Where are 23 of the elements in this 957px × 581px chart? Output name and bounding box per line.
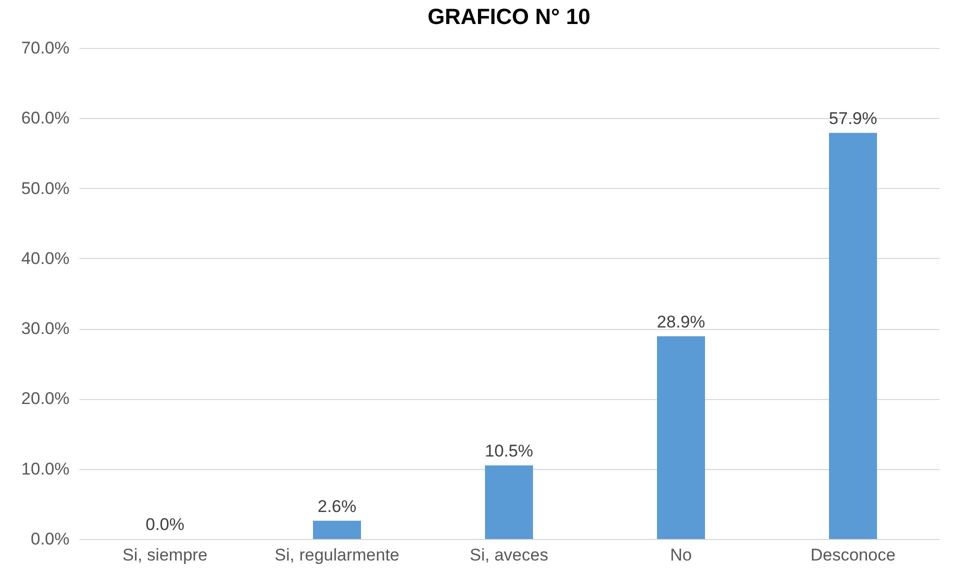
bar [829, 132, 877, 539]
data-label: 0.0% [146, 515, 184, 534]
y-tick-label: 40.0% [21, 248, 70, 268]
data-label: 57.9% [828, 108, 878, 128]
y-tick-label: 60.0% [21, 108, 70, 128]
x-tick-label: Si, regularmente [274, 546, 400, 564]
data-label: 2.6% [318, 496, 356, 516]
y-tick-label: 0.0% [30, 530, 70, 548]
data-label: 28.9% [656, 312, 706, 332]
x-tick-label: Si, aveces [470, 546, 548, 564]
chart-title: GRAFICO N° 10 [428, 4, 590, 29]
x-tick-label: Si, siempre [122, 546, 208, 564]
y-tick-label: 30.0% [21, 319, 70, 338]
data-label: 10.5% [484, 441, 534, 460]
bar [313, 520, 361, 539]
bar [657, 336, 705, 539]
y-tick-label: 10.0% [21, 459, 70, 478]
y-tick-label: 20.0% [21, 389, 70, 408]
bar [485, 465, 533, 539]
x-tick-label: Desconoce [810, 546, 896, 564]
x-tick-label: No [670, 546, 692, 564]
y-tick-label: 70.0% [21, 38, 70, 58]
y-tick-label: 50.0% [21, 178, 70, 198]
